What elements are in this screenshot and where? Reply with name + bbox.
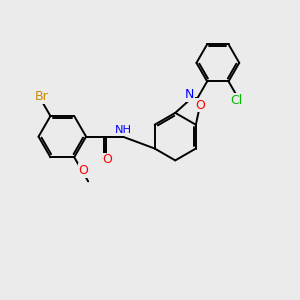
Text: O: O: [102, 153, 112, 166]
Text: Br: Br: [35, 90, 49, 103]
Text: O: O: [196, 98, 206, 112]
Text: O: O: [78, 164, 88, 177]
Text: NH: NH: [115, 125, 132, 135]
Text: N: N: [185, 88, 194, 101]
Text: Cl: Cl: [231, 94, 243, 106]
